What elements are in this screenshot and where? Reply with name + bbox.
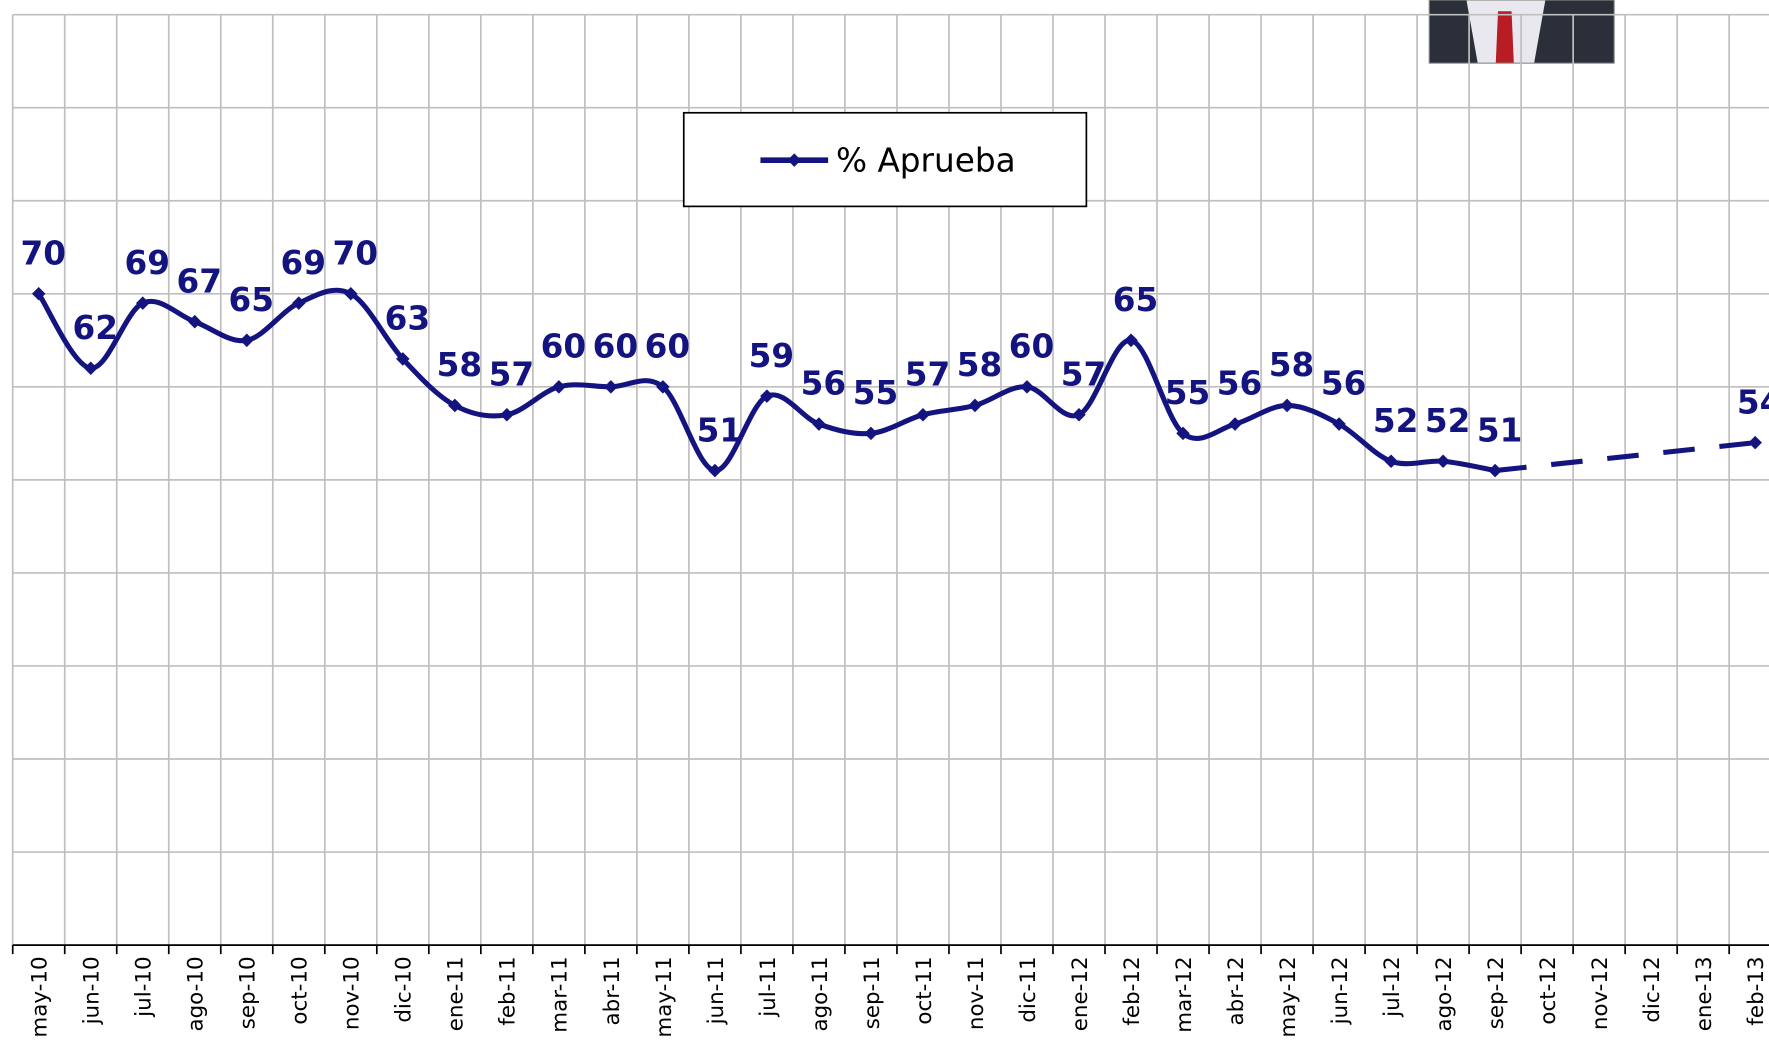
- x-tick-label: dic-11: [1016, 956, 1041, 1022]
- marker: [1384, 454, 1398, 469]
- x-tick-label: nov-11: [964, 956, 989, 1030]
- data-label: 57: [489, 355, 535, 393]
- marker: [1280, 398, 1294, 413]
- data-label: 69: [281, 244, 327, 282]
- data-label: 52: [1425, 402, 1471, 440]
- marker: [968, 398, 982, 413]
- x-tick-label: ene-11: [444, 956, 469, 1031]
- data-label: 56: [1217, 365, 1263, 403]
- marker: [31, 287, 46, 301]
- marker: [344, 287, 358, 301]
- x-tick-label: abr-11: [600, 956, 625, 1025]
- marker: [1176, 426, 1190, 441]
- data-label: 52: [1373, 402, 1419, 440]
- data-label: 59: [749, 337, 795, 375]
- legend: % Aprueba: [682, 111, 1088, 208]
- x-tick-label: feb-11: [496, 956, 521, 1025]
- marker: [916, 407, 930, 422]
- marker: [1488, 463, 1502, 478]
- x-tick-label: jul-11: [756, 956, 781, 1017]
- x-tick-label: nov-10: [340, 956, 365, 1030]
- marker: [292, 296, 306, 310]
- data-label: 65: [1113, 281, 1159, 319]
- gap-line: [1494, 440, 1756, 474]
- x-tick-label: sep-12: [1484, 956, 1509, 1029]
- marker: [1332, 417, 1346, 431]
- marker: [500, 407, 514, 422]
- data-label: 63: [385, 300, 431, 338]
- x-tick-label: feb-12: [1120, 956, 1145, 1025]
- data-label: 51: [697, 411, 743, 449]
- marker: [135, 296, 150, 310]
- data-label: 58: [437, 346, 483, 384]
- data-label: 70: [20, 234, 66, 272]
- data-label: 60: [593, 328, 638, 366]
- data-label: 69: [125, 244, 170, 282]
- data-label: 60: [541, 328, 587, 366]
- data-label: 57: [905, 355, 951, 393]
- data-label: 55: [1165, 374, 1211, 412]
- x-tick-label: dic-10: [392, 956, 417, 1022]
- x-tick-label: dic-12: [1640, 956, 1665, 1022]
- marker: [187, 314, 202, 329]
- x-tick-label: jun-11: [704, 956, 729, 1025]
- x-tick-label: abr-12: [1224, 956, 1249, 1025]
- marker: [1020, 380, 1034, 394]
- data-label: 58: [957, 346, 1002, 384]
- x-tick-label: mar-12: [1172, 956, 1197, 1032]
- marker: [1124, 333, 1138, 348]
- marker: [396, 352, 410, 366]
- marker: [1228, 417, 1242, 431]
- x-tick-label: nov-12: [1588, 956, 1613, 1030]
- marker: [604, 380, 618, 394]
- data-label: 65: [229, 281, 275, 319]
- data-label: 56: [801, 365, 847, 403]
- marker: [83, 361, 98, 375]
- x-tick-label: ago-12: [1432, 956, 1457, 1031]
- x-tick-label: jul-10: [132, 956, 157, 1017]
- data-label: 70: [333, 234, 378, 272]
- x-tick-label: sep-11: [860, 956, 885, 1029]
- x-tick-label: may-11: [652, 956, 677, 1037]
- x-tick-label: mar-11: [548, 956, 573, 1032]
- x-tick-label: oct-11: [912, 956, 937, 1024]
- data-label: 67: [177, 262, 223, 300]
- marker: [1436, 454, 1450, 469]
- data-label: 62: [72, 309, 118, 347]
- legend-label: % Aprueba: [836, 141, 1016, 179]
- data-label: 57: [1061, 355, 1107, 393]
- x-tick-label: oct-12: [1536, 956, 1561, 1024]
- x-tick-label: may-12: [1276, 956, 1301, 1037]
- x-tick-label: jun-12: [1328, 956, 1353, 1025]
- x-tick-label: feb-13: [1744, 956, 1769, 1025]
- data-label: 60: [645, 328, 690, 366]
- data-label: 56: [1321, 365, 1367, 403]
- marker: [448, 398, 462, 413]
- x-tick-label: may-10: [28, 956, 53, 1037]
- x-tick-label: oct-10: [288, 956, 313, 1024]
- data-label: 54: [1737, 383, 1769, 421]
- x-tick-label: sep-10: [236, 956, 261, 1029]
- data-label: 60: [1009, 328, 1055, 366]
- marker: [1748, 435, 1762, 450]
- data-label: 55: [853, 374, 899, 412]
- x-tick-label: ene-13: [1692, 956, 1717, 1031]
- marker: [240, 333, 254, 348]
- marker: [812, 417, 826, 431]
- x-tick-label: ago-10: [184, 956, 209, 1031]
- x-tick-label: jul-12: [1380, 956, 1405, 1017]
- x-tick-label: ago-11: [808, 956, 833, 1031]
- data-label: 58: [1269, 346, 1315, 384]
- x-tick-label: jun-10: [80, 956, 105, 1025]
- data-label: 51: [1477, 411, 1523, 449]
- marker: [864, 426, 878, 441]
- marker: [552, 380, 566, 394]
- x-tick-label: ene-12: [1068, 956, 1093, 1031]
